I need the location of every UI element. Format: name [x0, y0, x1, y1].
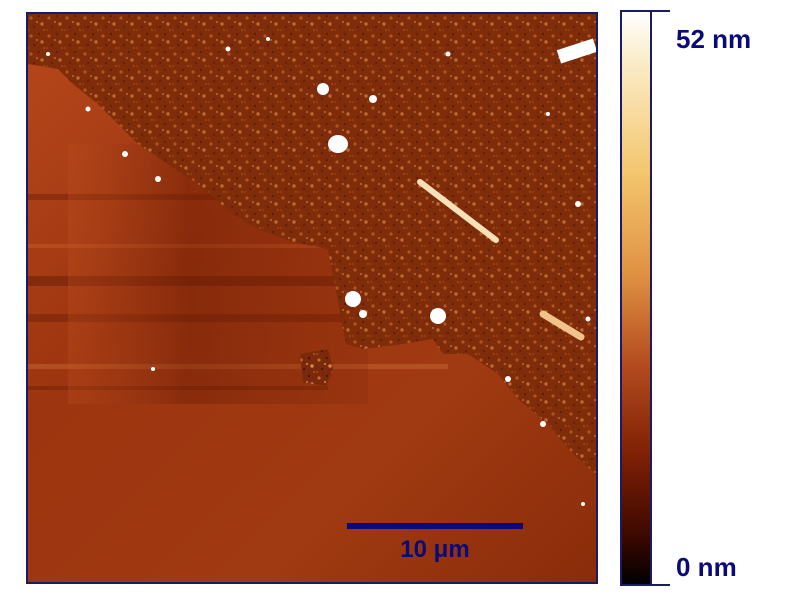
rod-particle — [539, 310, 585, 341]
afm-height-image — [26, 12, 598, 584]
colorbar-min-tick — [652, 584, 670, 586]
bright-flake — [556, 38, 596, 64]
scale-bar — [347, 523, 523, 529]
colorbar-max-tick — [652, 10, 670, 12]
film-region — [28, 14, 596, 474]
debris-particles — [46, 37, 591, 506]
rod-particle — [417, 179, 499, 243]
height-colorbar — [620, 10, 652, 586]
colorbar-min-label: 0 nm — [676, 552, 737, 582]
scale-bar-label: 10 μm — [400, 536, 470, 563]
colorbar-max-label: 52 nm — [676, 24, 752, 54]
afm-height-map — [28, 14, 596, 582]
isolated-flake — [300, 349, 333, 386]
